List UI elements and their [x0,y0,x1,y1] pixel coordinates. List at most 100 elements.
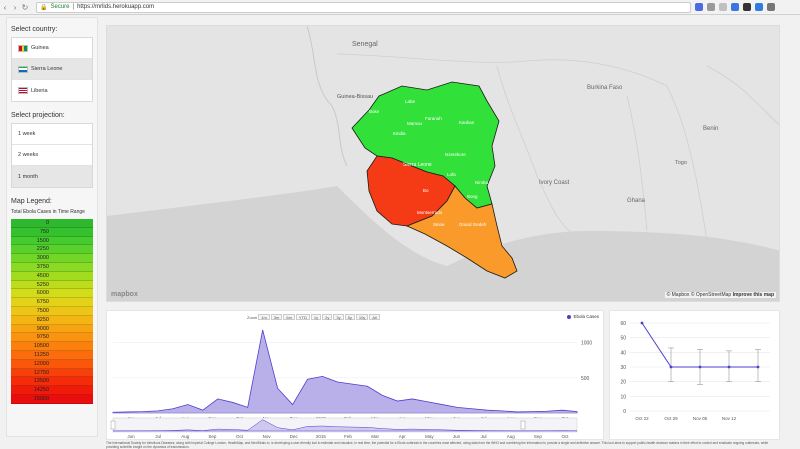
country-button-liberia[interactable]: Liberia [12,80,92,101]
legend-item: 10500 [11,342,93,351]
zoom-button-3m[interactable]: 3m [271,314,283,320]
page: Select country: Guinea Sierra Leone Libe… [0,15,800,440]
projection-button-1-week[interactable]: 1 week [12,124,92,145]
label-montserrado: Montserrado [417,210,443,215]
projection-label-1-month: 1 month [18,174,38,180]
y-tick-label: 50 [620,336,626,342]
projection-label: Select projection: [11,112,97,119]
country-label-guinea: Guinea [31,45,49,51]
map-attribution: © Mapbox © OpenStreetMap Improve this ma… [665,292,776,298]
map-canvas[interactable]: Senegal Guinea-Bissau Burkina Faso Ivory… [107,26,780,302]
x-tick-label: Nov 12 [722,416,737,421]
legend-item: 13500 [11,377,93,386]
extension-icon[interactable] [755,3,763,11]
extension-icon[interactable] [743,3,751,11]
y-tick-label: 30 [620,365,626,371]
zoom-button-3y[interactable]: 3y [333,314,343,320]
label-ghana: Ghana [627,198,646,204]
navigator-tick-label: Mar [371,434,379,439]
data-point [699,366,702,369]
sierra-leone-flag-icon [18,66,28,73]
extension-icon[interactable] [707,3,715,11]
projection-button-1-month[interactable]: 1 month [12,166,92,187]
label-ivory-coast: Ivory Coast [539,180,570,186]
label-kankan: Kankan [459,120,475,125]
x-tick-label: Nov 05 [693,416,708,421]
label-senegal: Senegal [352,41,378,48]
projection-selector: 1 week 2 weeks 1 month [11,123,93,188]
legend-item: 6000 [11,289,93,298]
label-nimba: Nimba [475,180,489,185]
data-point [670,366,673,369]
address-bar[interactable]: 🔒 Secure | https://mrlids.herokuapp.com [36,2,691,13]
y-tick-label: 0 [623,409,626,415]
legend-item: 11250 [11,351,93,360]
y-tick-label: 500 [581,376,590,382]
projection-button-2-weeks[interactable]: 2 weeks [12,145,92,166]
label-lofa: Lofa [447,172,456,177]
legend-item: 12000 [11,360,93,369]
navigator-tick-label: Jul [481,434,487,439]
zoom-button-all[interactable]: All [369,314,379,320]
mapbox-attribution-link[interactable]: © Mapbox [667,292,690,298]
y-tick-label: 10 [620,394,626,400]
country-button-sierra-leone[interactable]: Sierra Leone [12,59,92,80]
navigator-tick-label: Sep [208,434,217,439]
mapbox-logo[interactable]: mapbox [111,291,138,298]
liberia-flag-icon [18,87,28,94]
legend-item: 15000 [11,395,93,404]
label-benin: Benin [703,126,718,132]
legend-item: 9000 [11,325,93,334]
osm-attribution-link[interactable]: © OpenStreetMap [691,292,731,298]
chart-legend[interactable]: Ebola Cases [567,314,599,319]
data-point [757,366,760,369]
data-point [728,366,731,369]
zoom-button-6m[interactable]: 6m [283,314,295,320]
zoom-button-ytd[interactable]: YTD [296,314,310,320]
label-bo: Bo [423,188,429,193]
zoom-button-10y[interactable]: 10y [356,314,368,320]
y-tick-label: 20 [620,380,626,386]
series-dot-icon [567,315,571,319]
footer-text: The International Society for Infectious… [106,441,781,449]
country-label-sierra-leone: Sierra Leone [31,66,63,72]
y-tick-label: 40 [620,350,626,356]
label-nzerekore: Nzerekore [445,152,466,157]
extension-icon[interactable] [731,3,739,11]
map[interactable]: Senegal Guinea-Bissau Burkina Faso Ivory… [106,25,780,302]
zoom-button-2y[interactable]: 2y [322,314,332,320]
projection-label-2-weeks: 2 weeks [18,152,38,158]
navigator-tick-label: Oct [236,434,244,439]
menu-icon[interactable] [767,3,775,11]
legend-item: 12750 [11,369,93,378]
reload-icon[interactable]: ↻ [20,1,30,13]
country-label: Select country: [11,26,97,33]
country-button-guinea[interactable]: Guinea [12,38,92,59]
country-selector: Guinea Sierra Leone Liberia [11,37,93,102]
navigator-tick-label: Nov [263,434,272,439]
y-tick-label: 60 [620,321,626,327]
extension-icon[interactable] [719,3,727,11]
zoom-button-5y[interactable]: 5y [345,314,355,320]
navigator-tick-label: 2015 [316,434,327,439]
back-icon[interactable]: ‹ [0,1,10,13]
url-text[interactable]: https://mrlids.herokuapp.com [77,4,154,10]
legend-item: 6750 [11,298,93,307]
forward-icon[interactable]: › [10,1,20,13]
improve-map-link[interactable]: Improve this map [733,292,774,298]
lock-icon: 🔒 [40,4,47,11]
guinea-flag-icon [18,45,28,52]
zoom-button-1y[interactable]: 1y [311,314,321,320]
legend-item: 3750 [11,263,93,272]
label-sinoe: Sinoe [433,222,445,227]
data-point [641,322,644,325]
label-kindia: Kindia [393,131,406,136]
zoom-button-1m[interactable]: 1m [258,314,270,320]
extension-icon[interactable] [695,3,703,11]
